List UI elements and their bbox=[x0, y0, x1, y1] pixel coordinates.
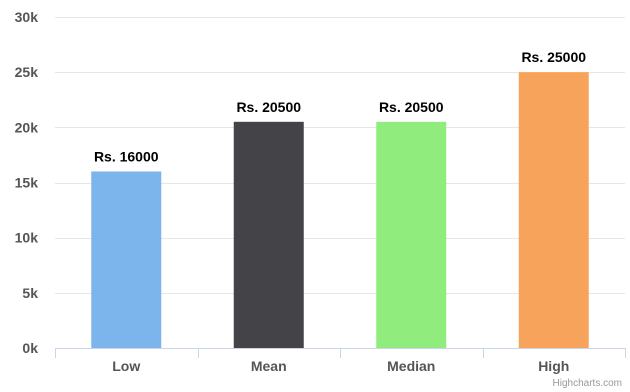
x-category-label: Mean bbox=[251, 358, 287, 374]
x-axis-ticks bbox=[55, 348, 626, 358]
data-labels: Rs. 16000 Rs. 20500 Rs. 20500 Rs. 25000 bbox=[94, 49, 586, 164]
bar-median[interactable] bbox=[376, 121, 447, 348]
y-tick-label: 5k bbox=[22, 285, 38, 301]
x-category-label: Median bbox=[387, 358, 435, 374]
x-category-label: Low bbox=[112, 358, 140, 374]
bar-low[interactable] bbox=[91, 171, 162, 348]
y-axis-tick-labels: 0k 5k 10k 15k 20k 25k 30k bbox=[15, 9, 39, 356]
bar-mean[interactable] bbox=[233, 121, 304, 348]
bars bbox=[91, 72, 589, 349]
data-label: Rs. 20500 bbox=[236, 99, 301, 115]
data-label: Rs. 16000 bbox=[94, 148, 159, 164]
y-tick-label: 0k bbox=[22, 340, 38, 356]
data-label: Rs. 20500 bbox=[379, 99, 444, 115]
credits-text[interactable]: Highcharts.com bbox=[553, 378, 622, 389]
y-tick-label: 30k bbox=[15, 9, 39, 25]
x-category-label: High bbox=[538, 358, 569, 374]
x-axis-category-labels: Low Mean Median High bbox=[112, 358, 569, 374]
y-tick-label: 25k bbox=[15, 64, 39, 80]
y-tick-label: 15k bbox=[15, 175, 39, 191]
data-label: Rs. 25000 bbox=[521, 49, 586, 65]
bar-high[interactable] bbox=[518, 72, 589, 349]
y-tick-label: 10k bbox=[15, 230, 39, 246]
y-tick-label: 20k bbox=[15, 119, 39, 135]
